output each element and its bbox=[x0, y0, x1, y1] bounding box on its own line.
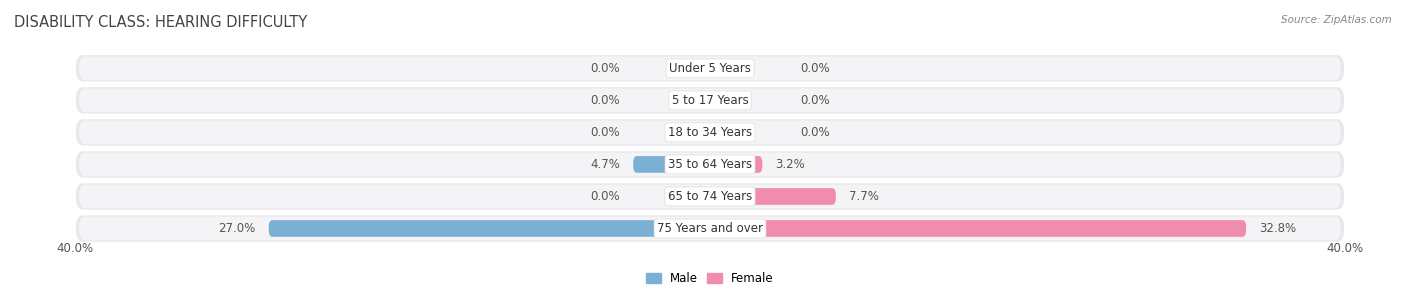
Text: 3.2%: 3.2% bbox=[776, 158, 806, 171]
Text: 32.8%: 32.8% bbox=[1260, 222, 1296, 235]
Text: 35 to 64 Years: 35 to 64 Years bbox=[668, 158, 752, 171]
FancyBboxPatch shape bbox=[710, 220, 1246, 237]
Text: 0.0%: 0.0% bbox=[591, 94, 620, 107]
Text: 7.7%: 7.7% bbox=[849, 190, 879, 203]
Text: 65 to 74 Years: 65 to 74 Years bbox=[668, 190, 752, 203]
FancyBboxPatch shape bbox=[686, 60, 710, 77]
FancyBboxPatch shape bbox=[76, 119, 1344, 146]
FancyBboxPatch shape bbox=[79, 88, 1341, 112]
FancyBboxPatch shape bbox=[79, 185, 1341, 208]
Text: 0.0%: 0.0% bbox=[591, 190, 620, 203]
Text: 18 to 34 Years: 18 to 34 Years bbox=[668, 126, 752, 139]
Text: 40.0%: 40.0% bbox=[56, 242, 93, 255]
Text: 5 to 17 Years: 5 to 17 Years bbox=[672, 94, 748, 107]
FancyBboxPatch shape bbox=[686, 92, 710, 109]
Text: 75 Years and over: 75 Years and over bbox=[657, 222, 763, 235]
Text: 40.0%: 40.0% bbox=[1327, 242, 1364, 255]
Text: 0.0%: 0.0% bbox=[800, 94, 830, 107]
FancyBboxPatch shape bbox=[633, 156, 710, 173]
FancyBboxPatch shape bbox=[79, 121, 1341, 144]
Text: 0.0%: 0.0% bbox=[591, 126, 620, 139]
Text: 0.0%: 0.0% bbox=[800, 62, 830, 75]
FancyBboxPatch shape bbox=[710, 92, 734, 109]
Text: 4.7%: 4.7% bbox=[591, 158, 620, 171]
FancyBboxPatch shape bbox=[76, 87, 1344, 114]
Text: 0.0%: 0.0% bbox=[800, 126, 830, 139]
FancyBboxPatch shape bbox=[686, 124, 710, 141]
Text: Under 5 Years: Under 5 Years bbox=[669, 62, 751, 75]
FancyBboxPatch shape bbox=[269, 220, 710, 237]
FancyBboxPatch shape bbox=[76, 151, 1344, 177]
Text: 27.0%: 27.0% bbox=[218, 222, 256, 235]
FancyBboxPatch shape bbox=[686, 188, 710, 205]
FancyBboxPatch shape bbox=[76, 183, 1344, 210]
Text: Source: ZipAtlas.com: Source: ZipAtlas.com bbox=[1281, 15, 1392, 25]
FancyBboxPatch shape bbox=[710, 124, 734, 141]
FancyBboxPatch shape bbox=[710, 188, 837, 205]
Legend: Male, Female: Male, Female bbox=[641, 268, 779, 290]
FancyBboxPatch shape bbox=[79, 57, 1341, 80]
FancyBboxPatch shape bbox=[710, 60, 734, 77]
FancyBboxPatch shape bbox=[710, 156, 762, 173]
FancyBboxPatch shape bbox=[79, 217, 1341, 240]
FancyBboxPatch shape bbox=[79, 153, 1341, 176]
Text: 0.0%: 0.0% bbox=[591, 62, 620, 75]
Text: DISABILITY CLASS: HEARING DIFFICULTY: DISABILITY CLASS: HEARING DIFFICULTY bbox=[14, 15, 308, 30]
FancyBboxPatch shape bbox=[76, 215, 1344, 242]
FancyBboxPatch shape bbox=[76, 55, 1344, 81]
